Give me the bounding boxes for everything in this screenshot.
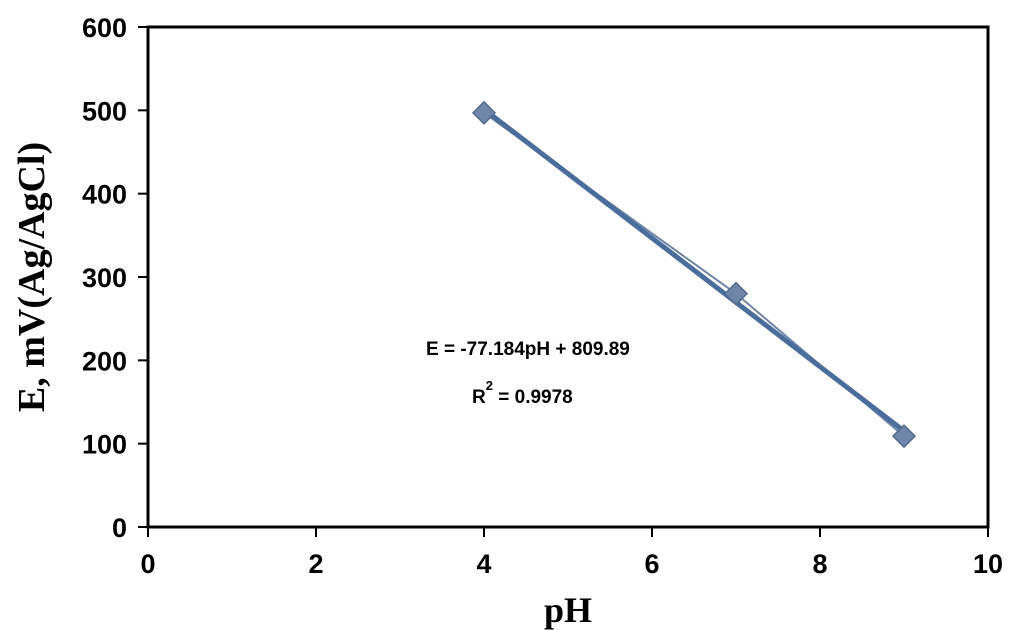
regression-equation: E = -77.184pH + 809.89 bbox=[426, 339, 630, 360]
data-point-ph-9 bbox=[891, 424, 917, 449]
y-axis-ticks bbox=[138, 26, 148, 528]
x-tick-label-6: 6 bbox=[644, 549, 659, 579]
x-tick-label-10: 10 bbox=[973, 549, 1003, 579]
y-axis-tick-labels: 0 100 200 300 400 500 600 bbox=[82, 13, 127, 543]
r-squared-label: R2 = 0.9978 bbox=[472, 378, 573, 408]
linear-trendline bbox=[481, 106, 907, 434]
x-tick-label-2: 2 bbox=[308, 549, 323, 579]
y-tick-label-400: 400 bbox=[82, 180, 127, 210]
x-tick-label-4: 4 bbox=[476, 549, 491, 579]
data-point-ph-4 bbox=[471, 100, 497, 125]
marker-layer bbox=[471, 100, 917, 449]
x-tick-label-8: 8 bbox=[812, 549, 827, 579]
plot-frame bbox=[146, 25, 990, 529]
x-axis-ticks bbox=[147, 527, 989, 537]
y-tick-label-300: 300 bbox=[82, 263, 127, 293]
y-tick-label-200: 200 bbox=[82, 346, 127, 376]
x-axis-title: pH bbox=[544, 590, 592, 630]
y-tick-label-500: 500 bbox=[82, 96, 127, 126]
y-tick-label-100: 100 bbox=[82, 430, 127, 460]
x-tick-label-0: 0 bbox=[140, 549, 155, 579]
r-squared-suffix: = 0.9978 bbox=[493, 387, 573, 408]
y-tick-label-600: 600 bbox=[82, 13, 127, 43]
trendline-layer bbox=[481, 106, 907, 434]
r-squared-power: 2 bbox=[486, 378, 493, 393]
y-tick-label-0: 0 bbox=[112, 513, 127, 543]
data-point-ph-7 bbox=[723, 281, 749, 306]
x-axis-tick-labels: 0 2 4 6 8 10 bbox=[140, 549, 1003, 579]
r-squared-prefix: R bbox=[472, 387, 486, 408]
y-axis-title: E, mV(Ag/AgCl) bbox=[11, 142, 53, 412]
